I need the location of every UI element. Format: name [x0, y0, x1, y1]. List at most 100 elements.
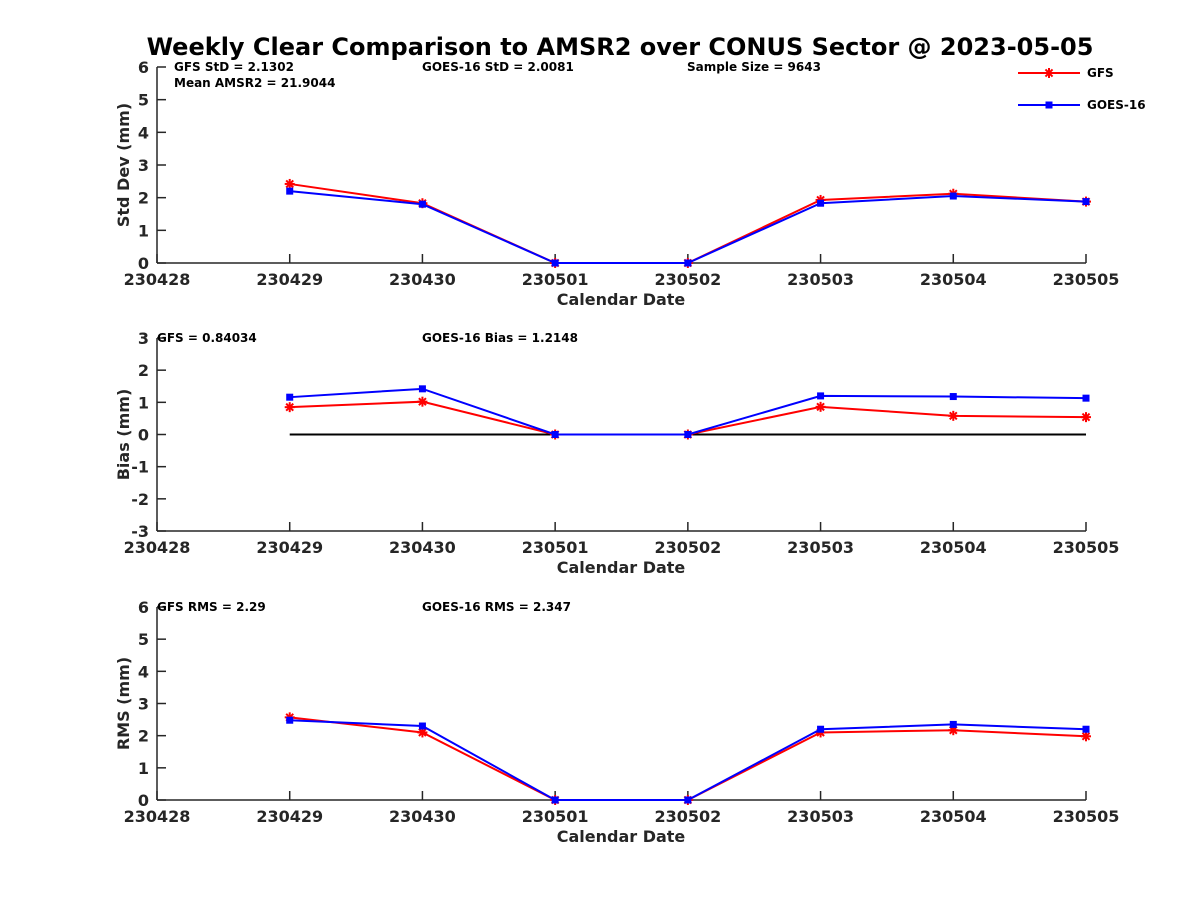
data-point-gfs [815, 401, 826, 412]
x-axis-label: Calendar Date [557, 290, 686, 309]
data-point-goes16 [286, 393, 294, 401]
series-line-goes-16 [289, 387, 1087, 436]
x-tick-label: 230429 [256, 807, 323, 826]
x-tick-label: 230503 [787, 270, 854, 289]
stat-annotation: GFS RMS = 2.29 [157, 600, 266, 614]
data-point-goes16 [551, 796, 559, 804]
data-point-goes16 [286, 716, 294, 724]
x-tick-label: 230430 [389, 270, 456, 289]
y-tick-label: -3 [131, 522, 149, 541]
y-tick-label: 2 [138, 727, 149, 746]
panel-1: 230428 230429 230430 230501 230502 230503 2305… [114, 58, 1119, 309]
x-tick-label: 230430 [389, 807, 456, 826]
y-axis-label: Std Dev (mm) [114, 103, 133, 227]
data-point-goes16 [817, 725, 825, 733]
x-tick-label: 230501 [522, 538, 589, 557]
data-point-goes16 [1082, 725, 1090, 733]
y-tick-label: 1 [138, 221, 149, 240]
data-point-goes16 [551, 431, 559, 438]
data-point-goes16 [949, 393, 957, 401]
y-tick-label: 0 [138, 254, 149, 273]
x-tick-label: 230505 [1053, 807, 1120, 826]
x-tick-label: 230505 [1053, 270, 1120, 289]
data-point-goes16 [418, 722, 426, 730]
x-tick-label: 230502 [654, 807, 721, 826]
data-point-goes16 [817, 199, 825, 207]
y-tick-label: 0 [138, 426, 149, 445]
legend-marker [1044, 68, 1054, 78]
data-point-goes16 [1082, 394, 1090, 402]
y-tick-label: 4 [138, 123, 149, 142]
stat-annotation: Mean AMSR2 = 21.9044 [174, 76, 335, 90]
panel-3: 230428 230429 230430 230501 230502 230503 2305… [114, 598, 1119, 846]
y-tick-label: 3 [138, 156, 149, 175]
y-tick-label: -2 [131, 490, 149, 509]
series-line-goes-16 [289, 719, 1087, 801]
legend: GFS GOES-16 [1018, 66, 1146, 112]
stat-annotation: GOES-16 RMS = 2.347 [422, 600, 571, 614]
x-tick-label: 230502 [654, 270, 721, 289]
stat-annotation: GFS StD = 2.1302 [174, 60, 294, 74]
data-point-goes16 [551, 259, 559, 267]
legend-label: GOES-16 [1087, 98, 1146, 112]
y-tick-label: 2 [138, 189, 149, 208]
legend-label: GFS [1087, 66, 1114, 80]
x-tick-label: 230504 [920, 807, 987, 826]
y-tick-label: 6 [138, 58, 149, 77]
data-point-goes16 [286, 187, 294, 195]
y-tick-label: 4 [138, 662, 149, 681]
panel-2: 230428 230429 230430 230501 230502 230503 2305… [114, 329, 1119, 577]
x-tick-label: 230504 [920, 270, 987, 289]
data-point-goes16 [949, 720, 957, 728]
x-tick-label: 230428 [124, 270, 191, 289]
x-tick-label: 230503 [787, 538, 854, 557]
data-point-goes16 [1082, 198, 1090, 206]
y-tick-label: -1 [131, 458, 149, 477]
data-point-goes16 [684, 431, 692, 438]
y-tick-label: 5 [138, 91, 149, 110]
y-tick-label: 1 [138, 759, 149, 778]
y-tick-label: 3 [138, 695, 149, 714]
x-tick-label: 230501 [522, 807, 589, 826]
data-point-gfs [284, 402, 295, 413]
series-line-gfs [289, 716, 1087, 801]
stat-annotation: Sample Size = 9643 [687, 60, 821, 74]
x-axis-label: Calendar Date [557, 827, 686, 846]
x-tick-label: 230505 [1053, 538, 1120, 557]
data-point-goes16 [684, 796, 692, 804]
legend-marker [1045, 101, 1053, 109]
x-tick-label: 230504 [920, 538, 987, 557]
x-tick-label: 230428 [124, 807, 191, 826]
stat-annotation: GOES-16 StD = 2.0081 [422, 60, 574, 74]
data-point-goes16 [684, 259, 692, 267]
data-point-goes16 [817, 392, 825, 400]
y-tick-label: 5 [138, 630, 149, 649]
y-tick-label: 3 [138, 329, 149, 348]
x-tick-label: 230430 [389, 538, 456, 557]
data-point-gfs [284, 178, 295, 189]
data-point-gfs [417, 396, 428, 407]
x-axis-label: Calendar Date [557, 558, 686, 577]
data-point-gfs [948, 410, 959, 421]
chart-title: Weekly Clear Comparison to AMSR2 over CO… [147, 33, 1094, 61]
x-tick-label: 230429 [256, 270, 323, 289]
x-tick-label: 230501 [522, 270, 589, 289]
data-point-gfs [1081, 412, 1091, 423]
data-point-goes16 [418, 385, 426, 393]
x-tick-label: 230428 [124, 538, 191, 557]
data-point-gfs [1081, 731, 1091, 742]
y-tick-label: 2 [138, 361, 149, 380]
x-tick-label: 230503 [787, 807, 854, 826]
y-axis-label: RMS (mm) [114, 657, 133, 750]
x-tick-label: 230429 [256, 538, 323, 557]
y-tick-label: 6 [138, 598, 149, 617]
y-tick-label: 0 [138, 791, 149, 810]
y-axis-label: Bias (mm) [114, 389, 133, 481]
y-tick-label: 1 [138, 393, 149, 412]
stat-annotation: GFS = 0.84034 [157, 331, 257, 345]
data-point-goes16 [418, 200, 426, 208]
series-line-goes-16 [289, 190, 1087, 264]
stat-annotation: GOES-16 Bias = 1.2148 [422, 331, 578, 345]
